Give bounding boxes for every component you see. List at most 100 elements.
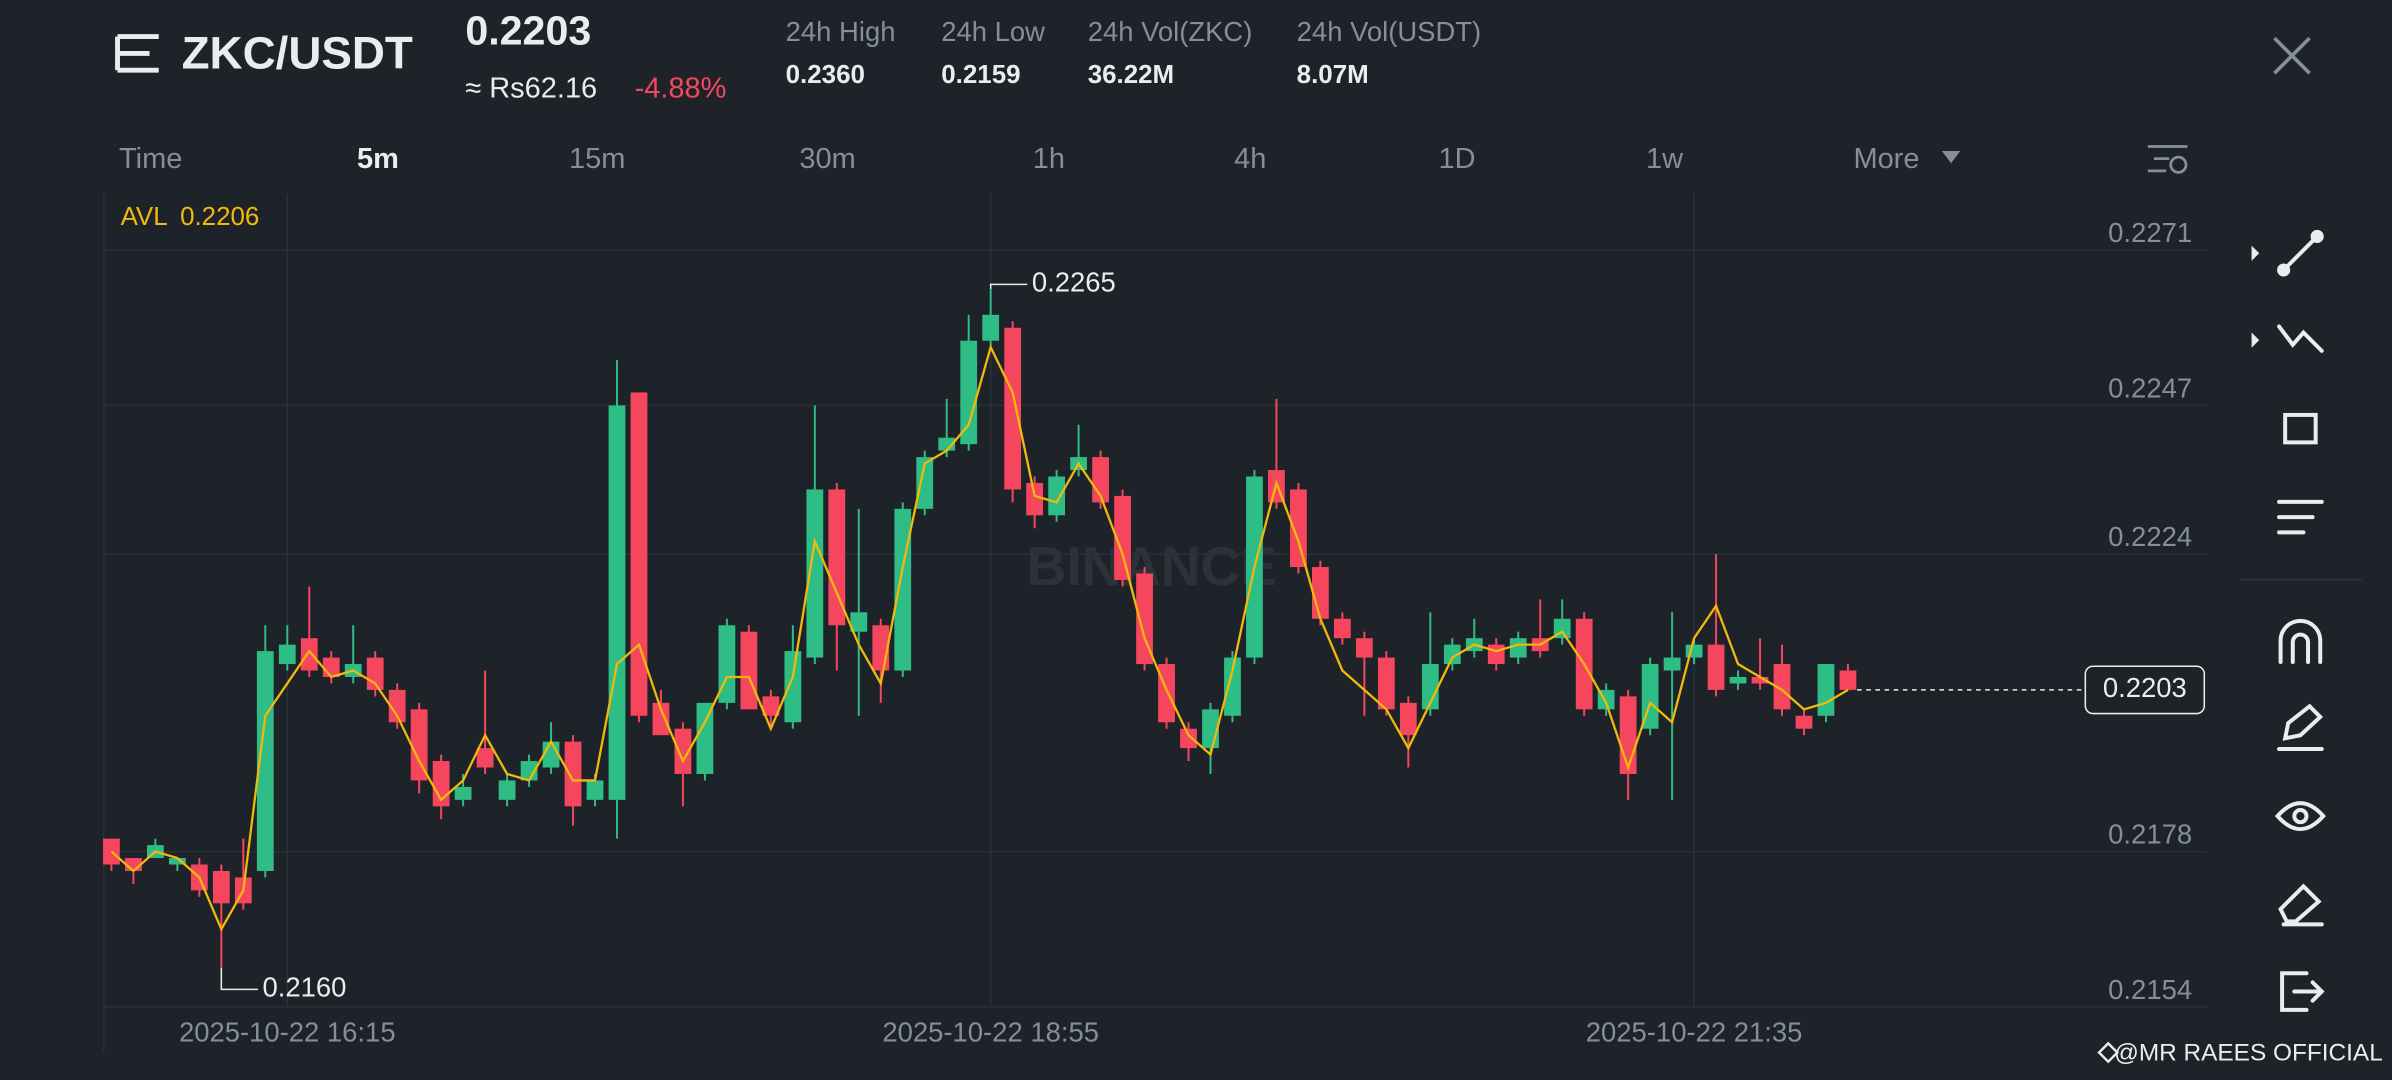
timeframe-tab[interactable]: 30m bbox=[799, 143, 855, 175]
timeframe-tab[interactable]: 1D bbox=[1439, 143, 1476, 175]
fib-tool[interactable] bbox=[2251, 324, 2324, 353]
last-price-label: 0.2203 bbox=[2103, 672, 2187, 703]
candle-body bbox=[1290, 489, 1307, 568]
y-tick-label: 0.2154 bbox=[2108, 974, 2192, 1005]
candle-body bbox=[652, 702, 670, 736]
timeframe-tab[interactable]: More bbox=[1853, 143, 1919, 175]
candle-body bbox=[696, 702, 714, 774]
footer: @MR RAEES OFFICIAL bbox=[2114, 1040, 2383, 1067]
candle-body bbox=[1619, 696, 1637, 774]
indicator-settings[interactable] bbox=[2147, 145, 2188, 174]
shape-tool[interactable] bbox=[2283, 412, 2318, 445]
menu-icon[interactable] bbox=[115, 34, 159, 73]
candle-body bbox=[212, 870, 230, 904]
y-tick-label: 0.2178 bbox=[2108, 819, 2192, 850]
candle-body bbox=[1004, 327, 1022, 490]
icon-line bbox=[2274, 801, 2326, 832]
candle-body bbox=[498, 780, 516, 800]
timeframe-tab[interactable]: 1h bbox=[1033, 143, 1065, 175]
y-tick-label: 0.2271 bbox=[2108, 217, 2192, 248]
stat-value: 36.22M bbox=[1088, 61, 1174, 89]
candle-body bbox=[1795, 715, 1813, 729]
candle-body bbox=[828, 489, 846, 626]
magnet-tool[interactable] bbox=[2278, 618, 2323, 665]
candle-body bbox=[1312, 567, 1329, 619]
candle-body bbox=[410, 709, 428, 781]
last-price-box bbox=[2084, 665, 2206, 715]
x-tick-label: 2025-10-22 16:15 bbox=[179, 1016, 396, 1047]
candle-body bbox=[520, 761, 538, 781]
candle-body bbox=[608, 405, 626, 800]
y-tick-label: 0.2224 bbox=[2108, 521, 2192, 552]
icon-dot bbox=[2292, 808, 2309, 825]
candle-body bbox=[850, 612, 868, 632]
candle-body bbox=[1377, 657, 1395, 710]
footer-logo bbox=[2097, 1041, 2120, 1064]
candle-body bbox=[674, 728, 692, 774]
candle-body bbox=[454, 786, 472, 800]
icon-line bbox=[2281, 234, 2320, 272]
chart: 0.2271 0.2247 0.2224 0.2178 0.2154 2025-10-22… bbox=[103, 193, 2208, 1047]
candle-body bbox=[1751, 676, 1769, 684]
candle-body bbox=[1421, 664, 1439, 710]
candle-body bbox=[278, 644, 296, 665]
timeframe-tab[interactable]: 5m bbox=[357, 143, 399, 175]
candle-body bbox=[564, 741, 582, 807]
y-tick-label: 0.2247 bbox=[2108, 372, 2192, 403]
candle-body bbox=[1333, 618, 1351, 639]
candle-body bbox=[1663, 657, 1681, 671]
candle-body bbox=[1839, 670, 1857, 690]
candle-body bbox=[1026, 482, 1044, 516]
candle-body bbox=[1048, 476, 1066, 516]
candle-body bbox=[388, 689, 406, 723]
close-stroke bbox=[2273, 36, 2311, 75]
price: 0.2203 bbox=[465, 7, 591, 53]
candle-body bbox=[784, 651, 802, 723]
candle-body bbox=[256, 651, 274, 871]
eraser-tool[interactable] bbox=[2278, 883, 2324, 927]
candle-body bbox=[1399, 702, 1417, 736]
icon-line bbox=[2280, 971, 2325, 1012]
candle-body bbox=[740, 631, 758, 710]
candle-body bbox=[1817, 664, 1835, 716]
low-marker bbox=[220, 967, 258, 991]
avl-line bbox=[110, 343, 1849, 932]
candle-body bbox=[806, 489, 824, 658]
exit-tool[interactable] bbox=[2280, 971, 2325, 1012]
high-label: 0.2265 bbox=[1032, 267, 1116, 298]
close-icon[interactable] bbox=[2273, 36, 2311, 75]
high-marker bbox=[989, 283, 1028, 289]
candle-body bbox=[1224, 657, 1241, 716]
candle-body bbox=[1509, 638, 1527, 658]
x-tick-label: 2025-10-22 18:55 bbox=[882, 1016, 1099, 1047]
pen-tool[interactable] bbox=[2277, 703, 2324, 751]
candle-body bbox=[1487, 644, 1505, 665]
icon-line bbox=[2277, 703, 2324, 751]
eye-tool[interactable] bbox=[2274, 801, 2326, 832]
candle-body bbox=[1158, 664, 1175, 723]
parallel-tool[interactable] bbox=[2277, 499, 2324, 535]
trend-line-tool[interactable] bbox=[2251, 229, 2324, 277]
timeframe-tab[interactable]: 1w bbox=[1646, 143, 1683, 175]
candle-body bbox=[1707, 644, 1725, 690]
stat-label: 24h High bbox=[786, 16, 896, 47]
icon-gear bbox=[2169, 155, 2188, 174]
avl-name: AVL bbox=[121, 203, 168, 231]
candle-body bbox=[916, 457, 934, 509]
timeframe-tab[interactable]: 4h bbox=[1234, 143, 1266, 175]
candle-body bbox=[542, 741, 560, 768]
candle-body bbox=[1180, 728, 1197, 749]
local-price: ≈ Rs62.16 bbox=[465, 73, 597, 105]
icon-line bbox=[2278, 618, 2323, 665]
x-tick-label: 2025-10-22 21:35 bbox=[1586, 1016, 1803, 1047]
timeframe-tab[interactable]: 15m bbox=[569, 143, 625, 175]
low-label: 0.2160 bbox=[263, 972, 347, 1003]
dropdown-arrow bbox=[1941, 151, 1961, 164]
icon-line bbox=[2277, 324, 2324, 353]
timeframe-tab[interactable]: Time bbox=[119, 143, 182, 175]
stat-value: 8.07M bbox=[1297, 61, 1369, 89]
candle-body bbox=[586, 780, 604, 800]
pair[interactable]: ZKC/USDT bbox=[182, 28, 413, 79]
